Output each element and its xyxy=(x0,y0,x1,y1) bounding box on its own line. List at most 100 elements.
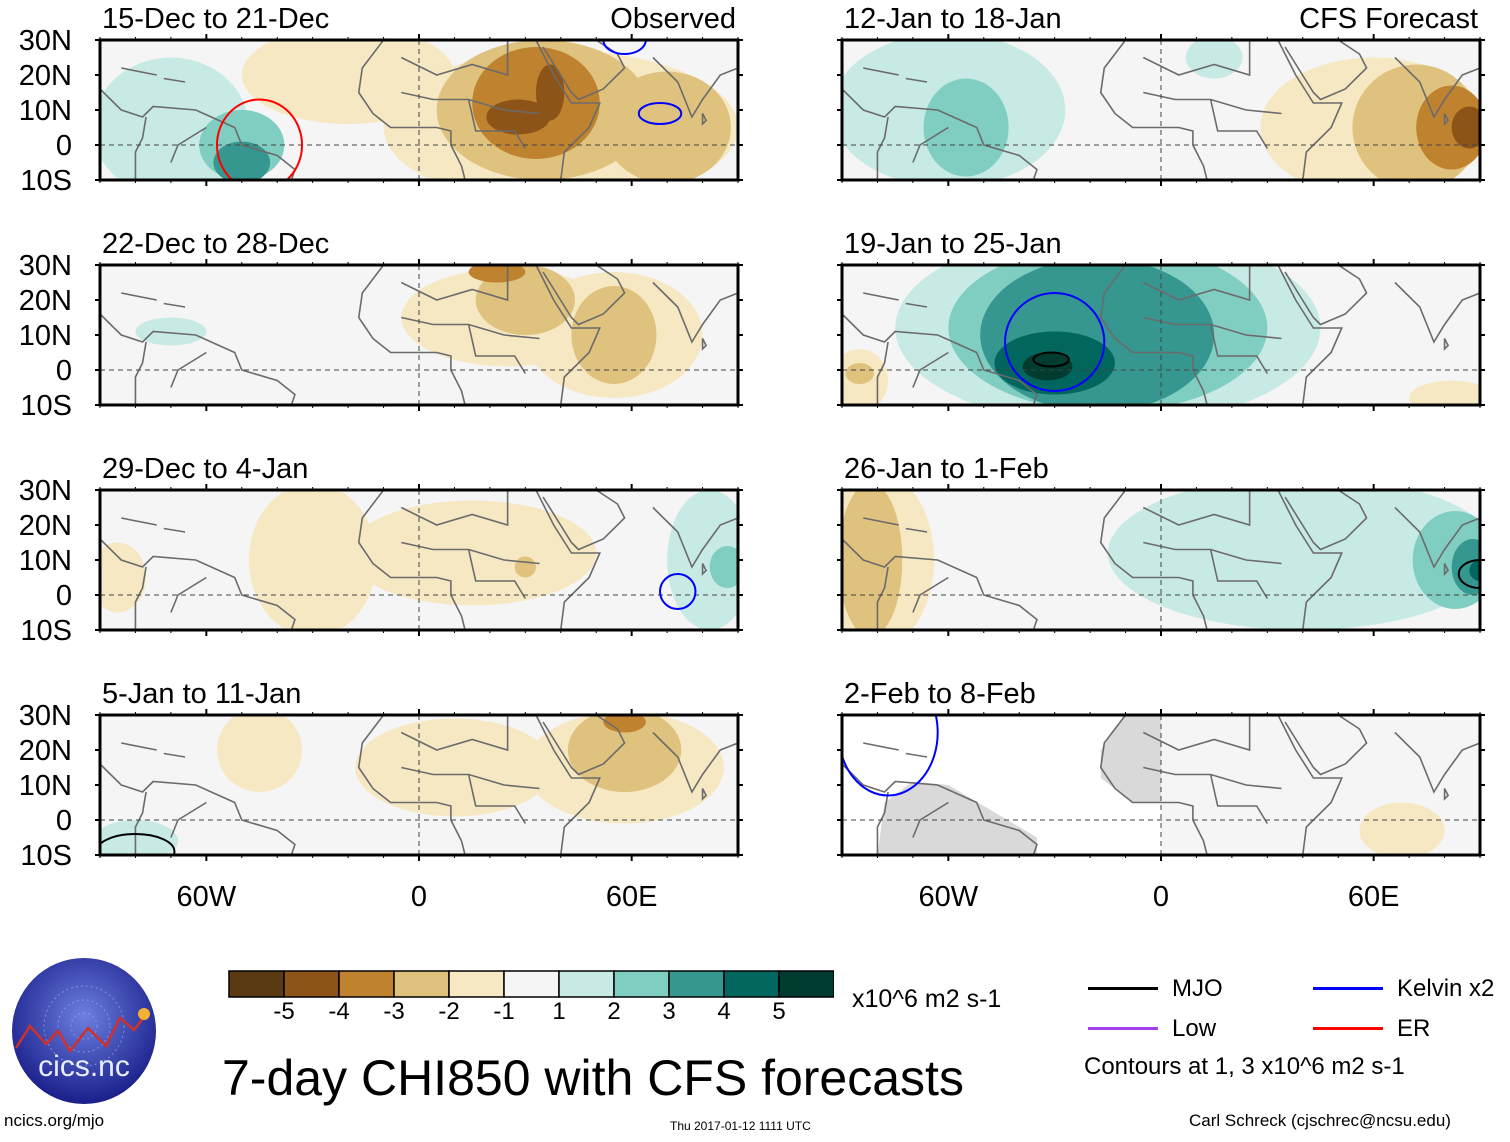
coastline xyxy=(1142,715,1251,752)
y-tick-label: 10S xyxy=(20,615,72,647)
coastline xyxy=(1284,715,1368,776)
panel-title: 15-Dec to 21-Dec xyxy=(102,3,330,35)
timestamp: Thu 2017-01-12 1111 UTC xyxy=(670,1119,811,1133)
coastline xyxy=(163,527,186,533)
coastline xyxy=(121,67,157,76)
coastline xyxy=(863,742,899,751)
y-tick-label: 20N xyxy=(18,735,72,767)
contour-mjo xyxy=(1032,351,1070,368)
coastline xyxy=(1277,265,1343,405)
anomaly-region xyxy=(355,718,554,817)
anomaly-region xyxy=(603,715,646,733)
website-link[interactable]: ncics.org/mjo xyxy=(4,1111,105,1130)
y-tick-label: 10N xyxy=(18,770,72,802)
x-tick-label: 60W xyxy=(176,881,237,913)
panel-title: 26-Jan to 1-Feb xyxy=(844,453,1049,485)
map-panel xyxy=(837,484,1485,636)
coastline xyxy=(1209,324,1269,374)
coastline xyxy=(400,40,509,77)
colorbar-box xyxy=(613,970,670,998)
coastline xyxy=(401,91,540,115)
coastline xyxy=(1284,40,1368,101)
contour-mjo xyxy=(100,833,176,855)
coastline xyxy=(905,752,928,758)
coastline xyxy=(701,563,708,576)
missing-data-land xyxy=(1100,715,1161,803)
colorbar-box xyxy=(393,970,450,998)
coastline xyxy=(905,527,928,533)
coastline xyxy=(1209,549,1269,599)
coastline xyxy=(121,292,157,301)
contour-kelvin-x2 xyxy=(842,715,939,797)
contour-er xyxy=(215,98,304,180)
coastline xyxy=(357,40,466,180)
contour-kelvin-x2 xyxy=(602,40,647,55)
coastline xyxy=(1277,715,1343,855)
coastline xyxy=(1142,490,1251,527)
anomaly-region xyxy=(135,317,207,346)
coastline xyxy=(905,77,928,83)
y-tick-label: 10N xyxy=(18,320,72,352)
coastline xyxy=(1143,91,1282,115)
panel-title: 12-Jan to 18-Jan xyxy=(844,3,1062,35)
colorbar-tick-label: 4 xyxy=(717,998,731,1025)
colorbar-tick-label: -5 xyxy=(273,998,295,1025)
cics-logo: cics.nc xyxy=(12,958,156,1104)
coastline xyxy=(1209,774,1269,824)
colorbar-tick-label: 2 xyxy=(607,998,621,1025)
map-panel xyxy=(95,484,743,636)
legend-label: Kelvin x2 xyxy=(1397,975,1495,1002)
coastline xyxy=(357,715,466,855)
anomaly-region xyxy=(486,99,551,135)
legend-line-er xyxy=(1313,1027,1383,1030)
logo-sun-icon xyxy=(138,1008,150,1020)
coastline xyxy=(842,88,1038,180)
coastline xyxy=(701,113,708,126)
coastline xyxy=(1443,338,1450,351)
coastline xyxy=(842,313,1038,405)
coastline xyxy=(100,88,296,180)
coastline xyxy=(467,549,527,599)
coastline xyxy=(1143,541,1282,565)
coastline xyxy=(1443,563,1450,576)
coastline xyxy=(1099,40,1208,180)
coastline xyxy=(1394,506,1480,569)
coastline xyxy=(100,763,296,855)
coastline xyxy=(467,324,527,374)
logo-globe-icon xyxy=(12,958,156,1104)
map-panel xyxy=(837,34,1485,186)
anomaly-region xyxy=(100,820,178,855)
colorbar-tick-label: -4 xyxy=(328,998,350,1025)
anomaly-region xyxy=(709,546,738,588)
y-tick-label: 30N xyxy=(18,700,72,732)
logo-mountain-icon xyxy=(14,1011,149,1054)
coastline xyxy=(170,801,207,838)
coastline xyxy=(1443,113,1450,126)
coastline xyxy=(701,338,708,351)
anomaly-region xyxy=(100,542,147,613)
figure-title: 7-day CHI850 with CFS forecasts xyxy=(222,1050,964,1106)
coastline xyxy=(1143,316,1282,340)
coastline xyxy=(163,752,186,758)
coastline xyxy=(1277,490,1343,630)
panel-title: 29-Dec to 4-Jan xyxy=(102,453,309,485)
coastline xyxy=(170,576,207,613)
y-tick-label: 0 xyxy=(55,130,72,162)
coastline xyxy=(535,715,601,855)
map-panel xyxy=(837,709,1485,861)
coastline xyxy=(1284,265,1368,326)
colorbar-tick-label: 1 xyxy=(552,998,566,1025)
anomaly-region xyxy=(535,64,565,121)
coastline xyxy=(1143,766,1282,790)
coastline xyxy=(652,506,738,569)
panel-tag: CFS Forecast xyxy=(1299,3,1478,35)
coastline xyxy=(912,801,949,838)
missing-data-land xyxy=(877,781,1037,855)
coastline xyxy=(100,538,296,630)
legend-line-low xyxy=(1088,1027,1158,1030)
colorbar-box xyxy=(338,970,395,998)
anomaly-region xyxy=(1359,802,1445,855)
coastline xyxy=(401,541,540,565)
y-tick-label: 20N xyxy=(18,60,72,92)
coastline xyxy=(535,490,601,630)
